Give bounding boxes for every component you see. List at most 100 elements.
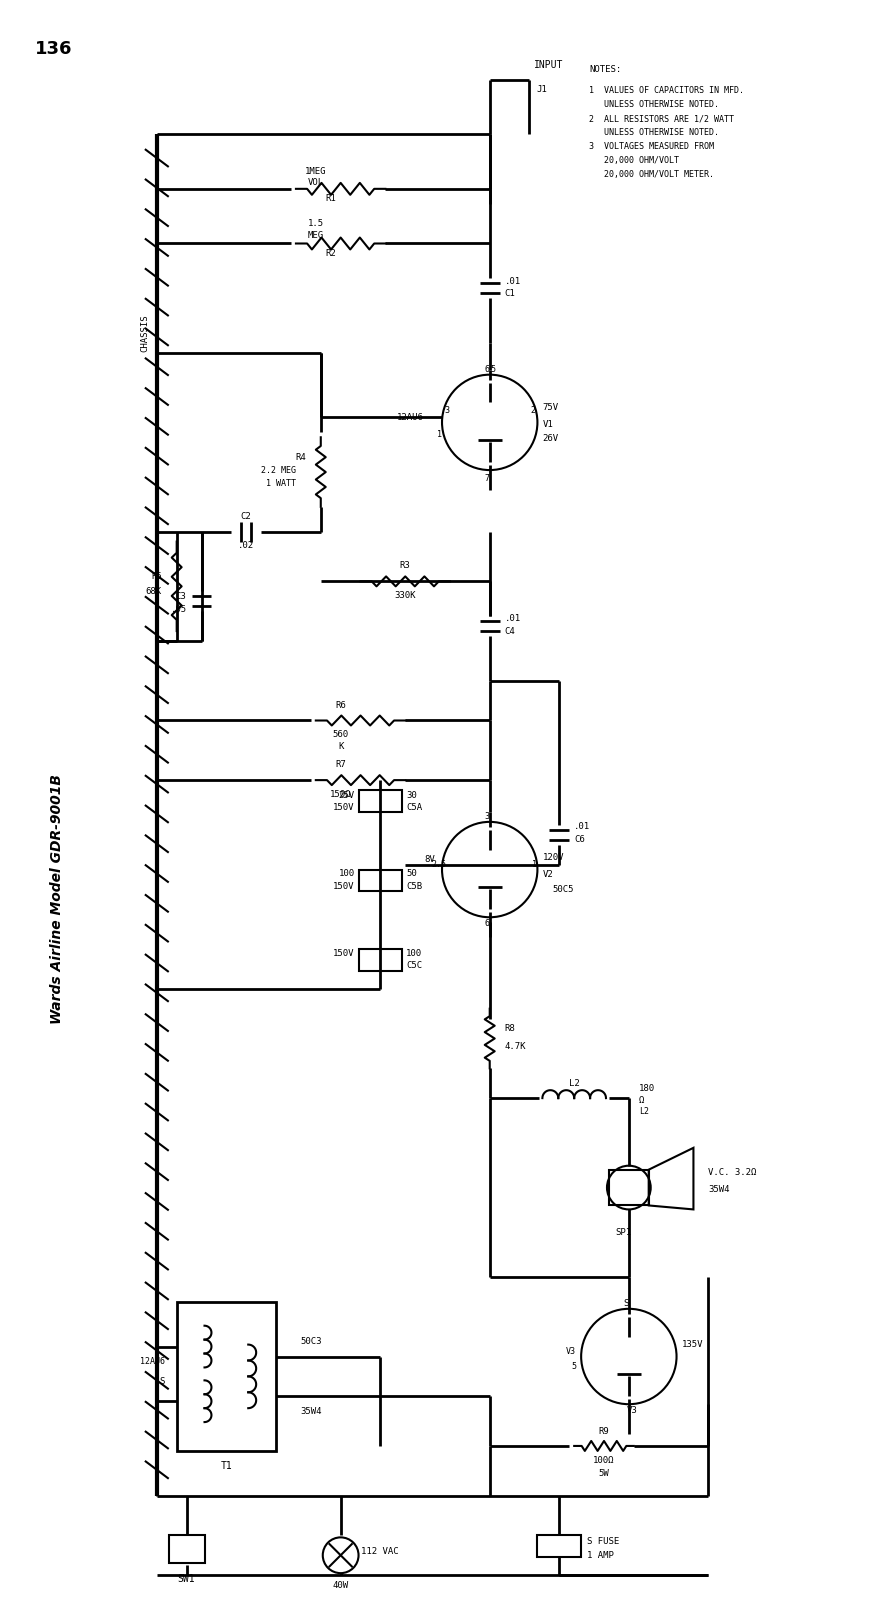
Text: 50C5: 50C5 xyxy=(553,885,574,894)
Text: .01: .01 xyxy=(574,822,590,832)
Text: UNLESS OTHERWISE NOTED.: UNLESS OTHERWISE NOTED. xyxy=(589,101,719,109)
Bar xyxy=(609,1170,649,1205)
Text: V3: V3 xyxy=(566,1347,576,1357)
Text: 1: 1 xyxy=(436,430,441,438)
Text: 68K: 68K xyxy=(146,587,162,595)
Text: R5: R5 xyxy=(151,571,162,581)
Text: C5A: C5A xyxy=(406,803,423,813)
Text: 35W4: 35W4 xyxy=(708,1186,730,1194)
Text: C4: C4 xyxy=(505,627,515,635)
Text: .05: .05 xyxy=(171,605,187,614)
Text: VOL: VOL xyxy=(308,178,324,187)
Text: 120V: 120V xyxy=(542,853,564,862)
Text: 40W: 40W xyxy=(333,1581,349,1589)
Text: 1MEG: 1MEG xyxy=(305,168,327,176)
Text: V1: V1 xyxy=(542,419,554,429)
Text: C5B: C5B xyxy=(406,882,423,891)
Text: 150V: 150V xyxy=(333,882,354,891)
Text: CHASSIS: CHASSIS xyxy=(141,314,150,352)
Text: R3: R3 xyxy=(400,562,410,570)
Text: Wards Airline Model GDR-9001B: Wards Airline Model GDR-9001B xyxy=(51,774,64,1024)
Text: L2: L2 xyxy=(569,1078,579,1088)
Text: 12AU6: 12AU6 xyxy=(140,1357,165,1366)
Text: 50: 50 xyxy=(406,869,417,878)
Text: 75V: 75V xyxy=(542,403,559,411)
Text: 5: 5 xyxy=(571,1362,576,1371)
Text: SW1: SW1 xyxy=(178,1574,196,1584)
Bar xyxy=(177,1302,276,1451)
Text: 1  VALUES OF CAPACITORS IN MFD.: 1 VALUES OF CAPACITORS IN MFD. xyxy=(589,86,744,96)
Text: 50C3: 50C3 xyxy=(300,1338,321,1346)
Text: 2: 2 xyxy=(530,406,535,414)
Text: R2: R2 xyxy=(326,250,336,258)
Text: R9: R9 xyxy=(599,1427,610,1435)
Text: 3: 3 xyxy=(444,406,449,414)
Bar xyxy=(169,1536,205,1563)
Text: 112 VAC: 112 VAC xyxy=(360,1547,398,1555)
Text: 3  VOLTAGES MEASURED FROM: 3 VOLTAGES MEASURED FROM xyxy=(589,142,714,150)
Text: R8: R8 xyxy=(505,1024,515,1034)
Text: 1 AMP: 1 AMP xyxy=(587,1550,614,1560)
Text: 100: 100 xyxy=(406,949,423,957)
Text: 3: 3 xyxy=(484,813,490,821)
Text: MEG: MEG xyxy=(308,230,324,240)
Text: 8V: 8V xyxy=(425,854,435,864)
Text: NOTES:: NOTES: xyxy=(589,64,621,74)
Text: 1.5: 1.5 xyxy=(308,219,324,229)
Text: SP1: SP1 xyxy=(616,1227,632,1237)
Text: S: S xyxy=(159,1378,165,1386)
Text: C3: C3 xyxy=(176,592,187,600)
Text: 1: 1 xyxy=(532,861,537,869)
Text: .01: .01 xyxy=(505,277,521,286)
Text: 5: 5 xyxy=(490,365,495,374)
Text: 2  ALL RESISTORS ARE 1/2 WATT: 2 ALL RESISTORS ARE 1/2 WATT xyxy=(589,114,734,123)
Text: L2: L2 xyxy=(639,1107,649,1115)
Text: K: K xyxy=(338,742,344,750)
Text: INPUT: INPUT xyxy=(534,59,563,69)
Text: 100: 100 xyxy=(338,869,354,878)
Text: 180: 180 xyxy=(639,1083,655,1093)
Text: 2.5: 2.5 xyxy=(432,861,447,869)
Text: 5W: 5W xyxy=(599,1469,610,1478)
Text: C1: C1 xyxy=(505,288,515,298)
Text: V2: V2 xyxy=(542,870,554,878)
Text: 330K: 330K xyxy=(394,590,416,600)
Text: C2: C2 xyxy=(241,512,252,522)
Text: 25V: 25V xyxy=(338,790,354,800)
Text: T1: T1 xyxy=(221,1461,232,1470)
Text: 35W4: 35W4 xyxy=(300,1406,321,1416)
Text: UNLESS OTHERWISE NOTED.: UNLESS OTHERWISE NOTED. xyxy=(589,128,719,138)
Bar xyxy=(359,869,402,891)
Text: 20,000 OHM/VOLT: 20,000 OHM/VOLT xyxy=(589,157,679,165)
Text: 150Ω: 150Ω xyxy=(330,789,352,798)
Text: V.C. 3.2Ω: V.C. 3.2Ω xyxy=(708,1168,756,1178)
Text: S: S xyxy=(623,1299,628,1309)
Text: R4: R4 xyxy=(295,453,306,462)
Text: 6: 6 xyxy=(484,918,490,928)
Text: 560: 560 xyxy=(333,730,349,739)
Text: 6: 6 xyxy=(484,365,490,374)
Text: 136: 136 xyxy=(35,40,72,58)
Text: C6: C6 xyxy=(574,835,585,845)
Text: 150V: 150V xyxy=(333,949,354,957)
Text: .02: .02 xyxy=(239,541,255,550)
Text: 100Ω: 100Ω xyxy=(594,1456,615,1466)
Text: 7: 7 xyxy=(484,474,490,483)
Text: 1 WATT: 1 WATT xyxy=(266,480,296,488)
Text: Ω: Ω xyxy=(639,1096,644,1104)
Text: 26V: 26V xyxy=(542,434,559,443)
Text: 30: 30 xyxy=(406,790,417,800)
Text: C5C: C5C xyxy=(406,962,423,971)
Text: 4.7K: 4.7K xyxy=(505,1042,526,1051)
Bar xyxy=(538,1536,581,1557)
Text: V3: V3 xyxy=(627,1406,637,1414)
Text: J1: J1 xyxy=(537,85,547,94)
Text: R1: R1 xyxy=(326,194,336,203)
Text: R6: R6 xyxy=(336,701,346,710)
Bar xyxy=(359,949,402,971)
Text: 12AU6: 12AU6 xyxy=(397,413,425,422)
Text: R7: R7 xyxy=(336,760,346,768)
Text: 150V: 150V xyxy=(333,803,354,813)
Text: .01: .01 xyxy=(505,614,521,622)
Text: 20,000 OHM/VOLT METER.: 20,000 OHM/VOLT METER. xyxy=(589,170,714,179)
